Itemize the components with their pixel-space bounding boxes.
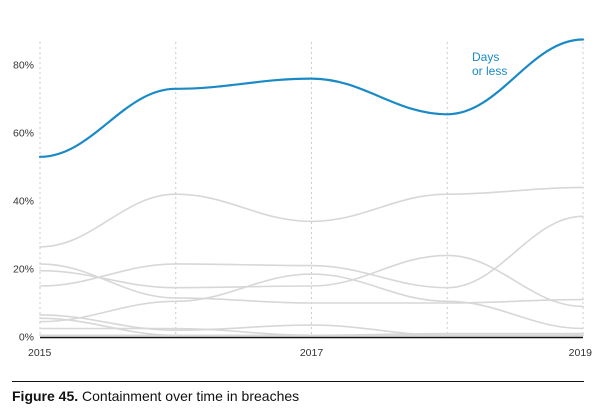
x-axis-tick-labels: 2015 2017 2019 (28, 347, 592, 359)
highlighted-series (38, 38, 585, 158)
y-tick-label: 40% (13, 196, 34, 208)
series-line-days-or-less (38, 38, 585, 158)
background-series (39, 186, 584, 337)
x-tick-label: 2019 (569, 347, 593, 359)
figure-caption-text: Containment over time in breaches (78, 388, 300, 404)
y-tick-label: 80% (13, 60, 34, 72)
y-tick-label: 20% (13, 264, 34, 276)
chart: 0% 20% 40% 60% 80% 2015 2017 2019 Days or less (13, 38, 592, 359)
series-annotation-line-2: or less (472, 64, 507, 78)
series-line-2 (39, 263, 584, 304)
caption-rule (12, 381, 584, 382)
figure-caption-label: Figure 45. (12, 388, 79, 404)
y-axis-tick-labels: 0% 20% 40% 60% 80% (13, 60, 34, 344)
y-tick-label: 60% (13, 128, 34, 140)
series-line-4 (39, 215, 584, 289)
grid-lines (39, 42, 584, 337)
series-line-1 (39, 186, 584, 248)
x-tick-label: 2015 (28, 347, 52, 359)
figure-caption: Figure 45. Containment over time in brea… (12, 388, 299, 404)
series-line-7 (39, 273, 584, 330)
y-tick-label: 0% (19, 332, 34, 344)
x-tick-label: 2017 (300, 347, 324, 359)
series-annotation-line-1: Days (472, 50, 499, 64)
